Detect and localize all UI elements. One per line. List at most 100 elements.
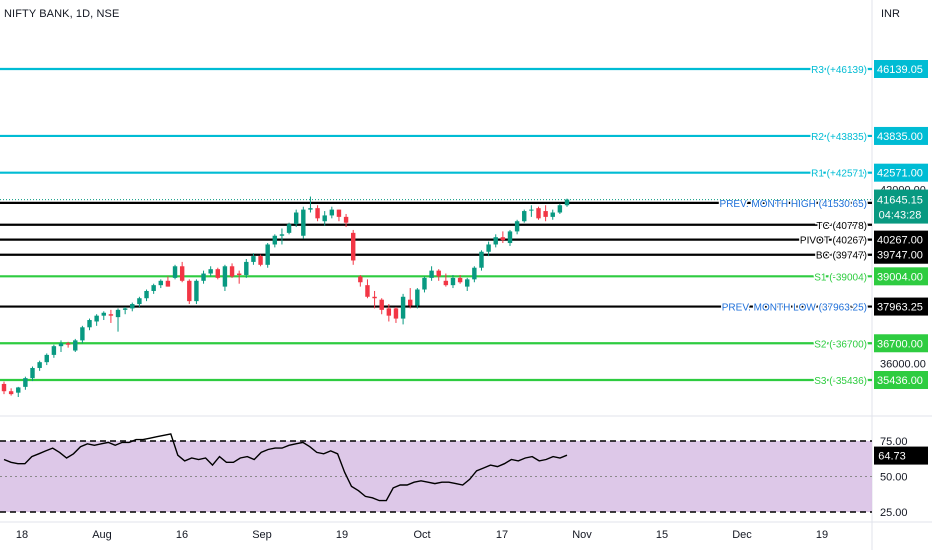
level-label-pivot: PIVOT (40267): [800, 236, 867, 247]
level-axis-badge-r1: [874, 163, 928, 182]
candle-body: [222, 266, 228, 287]
bar-countdown: 04:43:28: [879, 210, 922, 222]
candle-body: [23, 378, 28, 387]
candle-body: [343, 216, 349, 223]
candle-body: [486, 244, 491, 252]
level-axis-value-pivot: 40267.00: [877, 235, 923, 247]
candle-body: [450, 277, 456, 286]
candle-body: [500, 237, 506, 241]
candle-body: [386, 308, 392, 316]
candle-body: [187, 280, 192, 302]
level-axis-badge-r3: [874, 60, 928, 78]
candle-body: [1, 383, 7, 392]
candle-body: [379, 299, 384, 310]
level-axis-value-s2: 36700.00: [877, 338, 923, 350]
last-price-badge: [874, 189, 928, 224]
rsi-last-badge: [874, 446, 928, 465]
candle-body: [244, 261, 249, 275]
candle-body: [272, 235, 278, 245]
candle-body: [465, 279, 470, 287]
rsi-tick-label: 25.00: [880, 507, 908, 519]
candle-body: [301, 209, 306, 236]
candle-body: [350, 232, 356, 261]
level-axis-badge-s2: [874, 334, 928, 353]
currency-label: INR: [881, 8, 900, 20]
level-label-r2: R2 (+43835): [811, 132, 867, 143]
candle-body: [393, 308, 399, 319]
candle-body: [258, 256, 263, 265]
candle-body: [365, 285, 370, 297]
candle-body: [514, 221, 520, 232]
level-label-pmh: PREV. MONTH HIGH (41530.65): [720, 199, 867, 210]
candle-body: [358, 276, 363, 283]
candle-body: [550, 212, 555, 217]
level-axis-badge-s3: [874, 371, 928, 389]
candle-body: [144, 290, 149, 299]
rsi-tick-label: 75.00: [880, 436, 908, 448]
x-axis-label: Oct: [413, 529, 430, 541]
level-label-s2: S2 (-36700): [814, 339, 867, 350]
level-axis-value-s1: 39004.00: [877, 271, 923, 283]
candle-body: [472, 267, 477, 280]
candle-body: [8, 391, 14, 395]
level-axis-badge-pml: [874, 297, 928, 316]
level-label-tc: TC (40778): [816, 221, 867, 232]
level-axis-badge-s1: [874, 267, 928, 286]
level-label-s1: S1 (-39004): [814, 272, 867, 283]
candle-body: [315, 208, 320, 219]
candle-body: [80, 327, 85, 341]
candle-body: [543, 211, 548, 217]
x-axis-label: Aug: [92, 529, 112, 541]
candle-body: [279, 234, 285, 236]
candle-body: [308, 208, 313, 210]
candle-body: [208, 269, 213, 274]
candle-body: [493, 237, 498, 245]
x-axis-label: Dec: [732, 529, 752, 541]
candle-body: [329, 209, 335, 216]
x-axis-label: 16: [176, 529, 188, 541]
level-label-s3: S3 (-35436): [814, 376, 867, 387]
candle-body: [265, 244, 270, 265]
candle-body: [529, 209, 534, 211]
candle-body: [30, 367, 35, 379]
x-axis-label: 18: [16, 529, 28, 541]
level-axis-value-r3: 46139.05: [877, 64, 923, 76]
level-axis-badge-bc: [874, 245, 928, 264]
candle-body: [215, 269, 221, 278]
candle-body: [286, 224, 292, 233]
x-axis-label: 17: [496, 529, 508, 541]
candle-body: [436, 270, 441, 277]
rsi-line: [3, 433, 568, 502]
candle-body: [251, 256, 256, 262]
level-label-pml: PREV. MONTH LOW (37963.25): [722, 303, 867, 314]
candle-body: [522, 211, 527, 222]
candle-body: [564, 199, 570, 206]
symbol-title[interactable]: NIFTY BANK, 1D, NSE: [4, 8, 120, 20]
candle-body: [108, 314, 114, 316]
candle-body: [65, 343, 71, 345]
candle-body: [51, 346, 57, 355]
x-axis-label: 19: [336, 529, 348, 541]
candle-body: [322, 215, 327, 222]
candle-body: [44, 354, 49, 363]
candle-body: [16, 387, 21, 393]
candle-body: [336, 209, 342, 217]
candle-body: [229, 266, 235, 277]
candle-body: [115, 309, 121, 318]
last-price-value: 41645.15: [877, 195, 923, 207]
candle-body: [194, 280, 199, 302]
candle-body: [179, 266, 185, 281]
candle-body: [137, 298, 142, 305]
candle-body: [507, 231, 513, 244]
candle-body: [130, 304, 135, 309]
level-axis-value-s3: 35436.00: [877, 375, 923, 387]
candle-body: [151, 285, 156, 291]
x-axis-label: 15: [656, 529, 668, 541]
rsi-last-value: 64.73: [878, 451, 906, 463]
candle-body: [415, 289, 420, 306]
x-axis-label: Sep: [252, 529, 272, 541]
candle-body: [408, 299, 413, 306]
candle-body: [443, 280, 449, 286]
